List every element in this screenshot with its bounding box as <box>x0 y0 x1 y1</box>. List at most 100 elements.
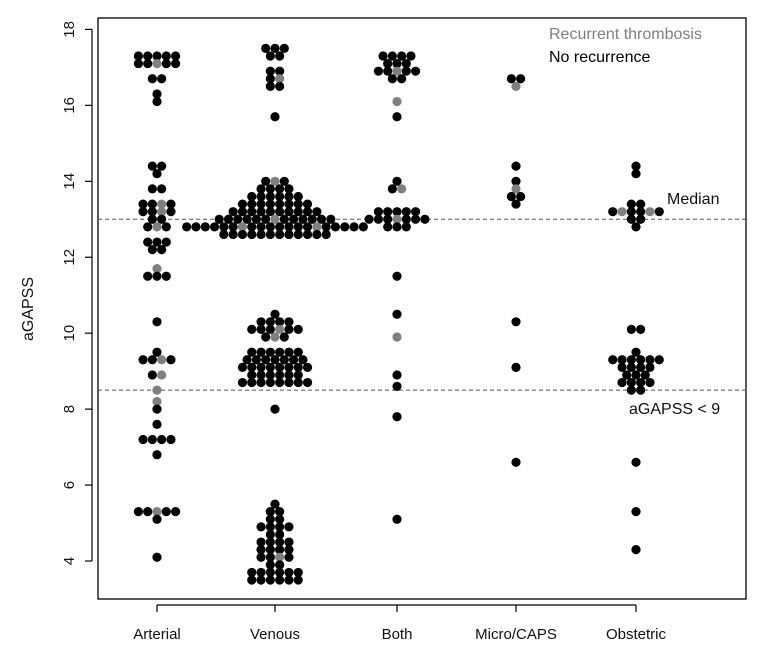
recurrent-thrombosis-point <box>152 507 162 517</box>
y-tick-label: 6 <box>61 481 78 489</box>
no-recurrence-point <box>293 324 303 334</box>
no-recurrence-point <box>392 370 402 380</box>
no-recurrence-point <box>364 214 374 224</box>
y-axis: 4 6 8 10 12 14 16 18 <box>61 21 93 565</box>
no-recurrence-point <box>237 362 248 372</box>
no-recurrence-point <box>157 161 167 171</box>
no-recurrence-point <box>622 370 632 380</box>
no-recurrence-point <box>171 507 181 517</box>
no-recurrence-point <box>275 66 285 76</box>
no-recurrence-point <box>326 214 336 224</box>
no-recurrence-point <box>275 199 285 209</box>
no-recurrence-point <box>275 229 285 240</box>
no-recurrence-point <box>256 575 266 585</box>
no-recurrence-point <box>284 222 294 232</box>
no-recurrence-point <box>321 229 331 240</box>
no-recurrence-point <box>387 74 397 84</box>
x-tick-label: Micro/CAPS <box>475 626 557 643</box>
recurrent-thrombosis-point <box>617 207 627 217</box>
no-recurrence-point <box>640 370 650 380</box>
no-recurrence-point <box>247 191 257 202</box>
recurrent-thrombosis-point <box>157 355 167 365</box>
no-recurrence-point <box>293 207 303 217</box>
no-recurrence-point <box>275 184 285 194</box>
recurrent-thrombosis-point <box>397 184 407 194</box>
no-recurrence-point <box>247 199 257 209</box>
recurrent-thrombosis-point <box>237 222 248 232</box>
recurrent-thrombosis-point <box>152 222 162 232</box>
no-recurrence-point <box>298 355 308 365</box>
no-recurrence-point <box>275 529 285 540</box>
no-recurrence-point <box>182 222 192 232</box>
no-recurrence-point <box>261 176 271 186</box>
no-recurrence-point <box>284 377 294 388</box>
no-recurrence-point <box>143 58 153 69</box>
no-recurrence-point <box>265 66 275 76</box>
no-recurrence-point <box>219 222 229 232</box>
no-recurrence-point <box>636 324 646 334</box>
no-recurrence-point <box>157 434 167 445</box>
no-recurrence-point <box>256 199 266 209</box>
no-recurrence-point <box>636 207 646 217</box>
no-recurrence-point <box>284 522 294 532</box>
no-recurrence-point <box>631 347 641 357</box>
no-recurrence-point <box>247 324 257 334</box>
no-recurrence-point <box>293 575 303 585</box>
no-recurrence-point <box>284 184 294 194</box>
no-recurrence-point <box>256 362 266 372</box>
no-recurrence-point <box>265 537 275 547</box>
no-recurrence-point <box>312 229 322 240</box>
no-recurrence-point <box>401 58 411 69</box>
no-recurrence-point <box>349 222 359 232</box>
no-recurrence-point <box>256 347 266 357</box>
no-recurrence-point <box>256 537 266 547</box>
no-recurrence-point <box>143 222 153 232</box>
no-recurrence-point <box>152 89 162 99</box>
no-recurrence-point <box>147 161 157 171</box>
no-recurrence-point <box>247 207 257 217</box>
no-recurrence-point <box>265 317 275 327</box>
no-recurrence-point <box>228 222 238 232</box>
no-recurrence-point <box>654 355 664 365</box>
no-recurrence-point <box>251 214 261 224</box>
no-recurrence-point <box>279 332 289 342</box>
no-recurrence-point <box>261 43 271 53</box>
no-recurrence-point <box>397 74 407 84</box>
no-recurrence-point <box>392 176 402 186</box>
no-recurrence-point <box>191 222 201 232</box>
no-recurrence-point <box>251 355 261 365</box>
recurrent-thrombosis-point <box>270 176 280 186</box>
no-recurrence-point <box>143 51 153 61</box>
no-recurrence-point <box>270 355 280 365</box>
no-recurrence-point <box>401 222 411 232</box>
no-recurrence-point <box>645 362 655 372</box>
no-recurrence-point <box>401 214 411 224</box>
no-recurrence-point <box>289 214 299 224</box>
no-recurrence-point <box>265 545 275 555</box>
no-recurrence-point <box>247 567 257 578</box>
no-recurrence-point <box>636 355 646 365</box>
no-recurrence-point <box>383 58 393 69</box>
no-recurrence-point <box>275 317 285 327</box>
no-recurrence-point <box>265 370 275 380</box>
no-recurrence-point <box>265 522 275 532</box>
no-recurrence-point <box>265 229 275 240</box>
no-recurrence-point <box>147 184 157 194</box>
y-tick-label: 14 <box>61 173 78 190</box>
no-recurrence-point <box>275 222 285 232</box>
no-recurrence-point <box>161 271 171 281</box>
no-recurrence-point <box>265 191 275 202</box>
data-points <box>133 43 664 585</box>
no-recurrence-point <box>171 58 181 69</box>
no-recurrence-point <box>214 214 224 224</box>
no-recurrence-point <box>383 207 393 217</box>
no-recurrence-point <box>631 222 641 232</box>
no-recurrence-point <box>265 567 275 578</box>
no-recurrence-point <box>265 552 275 562</box>
no-recurrence-point <box>256 377 266 388</box>
no-recurrence-point <box>265 560 275 570</box>
no-recurrence-point <box>302 199 313 209</box>
no-recurrence-point <box>511 317 521 327</box>
no-recurrence-point <box>293 347 303 357</box>
no-recurrence-point <box>265 222 275 232</box>
